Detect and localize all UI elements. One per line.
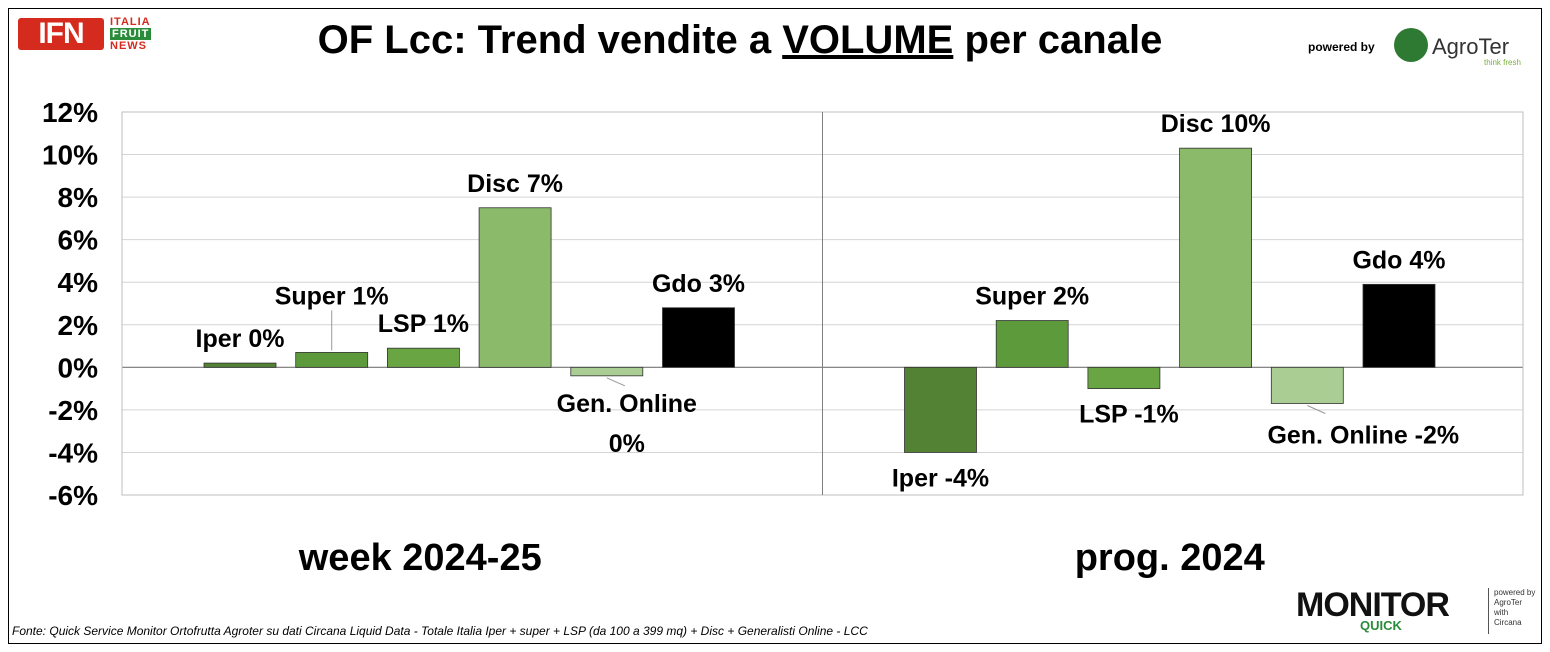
monitor-sub: QUICK — [1360, 618, 1402, 633]
ifn-logo-line3: NEWS — [110, 40, 147, 52]
panel-label: week 2024-25 — [298, 537, 542, 579]
data-label: Gen. Online -2% — [1267, 422, 1459, 450]
label-leader-line — [1307, 405, 1326, 414]
bar-gen-online — [570, 366, 644, 377]
data-label: Super 2% — [975, 283, 1089, 311]
y-tick-label: 0% — [58, 352, 99, 383]
data-label: 0% — [609, 430, 645, 458]
y-tick-label: -6% — [48, 480, 98, 511]
monitor-powered: powered by — [1494, 588, 1536, 597]
bar-iper — [904, 366, 977, 453]
ifn-logo-line1: ITALIA — [110, 16, 151, 28]
y-tick-label: -4% — [48, 437, 98, 468]
monitor-word: MONITOR — [1296, 586, 1450, 624]
y-tick-label: 12% — [42, 97, 98, 128]
data-label: Iper 0% — [196, 325, 285, 353]
data-label: LSP -1% — [1079, 401, 1179, 429]
ifn-logo-side: ITALIA FRUIT NEWS — [110, 16, 152, 52]
ifn-logo-main: IFN — [18, 18, 104, 50]
ifn-logo: IFN ITALIA FRUIT NEWS — [18, 16, 168, 56]
bar-iper — [203, 362, 277, 368]
bar-gdo — [662, 307, 735, 368]
bar-lsp — [1087, 366, 1161, 390]
bar-super — [995, 320, 1069, 368]
bar-disc — [478, 207, 552, 368]
data-label: Iper -4% — [892, 464, 989, 492]
y-tick-label: 4% — [58, 267, 99, 298]
chart-frame — [8, 8, 1542, 644]
y-tick-label: 10% — [42, 140, 98, 171]
tree-icon — [1394, 28, 1428, 62]
y-tick-label: 2% — [58, 310, 99, 341]
data-label: Disc 7% — [467, 170, 563, 198]
title-post: per canale — [953, 18, 1163, 62]
y-tick-label: 6% — [58, 225, 99, 256]
bar-super — [295, 352, 369, 368]
data-label: Gen. Online — [557, 390, 697, 418]
data-label: Super 1% — [275, 282, 389, 310]
data-label: Gdo 4% — [1352, 246, 1445, 274]
monitor-partner: Circana — [1494, 618, 1522, 627]
title-underlined: VOLUME — [782, 18, 954, 62]
panel-label: prog. 2024 — [1075, 537, 1265, 579]
bar-disc — [1179, 147, 1252, 368]
agroter-tagline: think fresh — [1484, 58, 1521, 67]
data-label: Gdo 3% — [652, 270, 745, 298]
data-label: Disc 10% — [1161, 110, 1271, 138]
label-leader-line — [606, 377, 626, 387]
bar-gen-online — [1270, 366, 1344, 404]
monitor-quick-logo: MONITOR QUICK powered by AgroTer with Ci… — [1296, 586, 1536, 638]
monitor-brand: AgroTer — [1494, 598, 1523, 607]
y-tick-label: 8% — [58, 182, 99, 213]
monitor-with: with — [1494, 608, 1509, 617]
bar-gdo — [1362, 283, 1436, 368]
agroter-name: AgroTer — [1432, 34, 1510, 59]
ifn-logo-line2: FRUIT — [110, 28, 152, 40]
bar-lsp — [386, 347, 460, 368]
y-tick-label: -2% — [48, 395, 98, 426]
data-label: LSP 1% — [378, 310, 469, 338]
chart-title: OF Lcc: Trend vendite a VOLUME per canal… — [200, 18, 1280, 63]
monitor-credits: powered by AgroTer with Circana — [1494, 588, 1535, 628]
source-footnote: Fonte: Quick Service Monitor Ortofrutta … — [12, 624, 868, 638]
title-pre: OF Lcc: Trend vendite a — [317, 18, 783, 62]
agroter-logo: AgroTer think fresh — [1394, 26, 1524, 70]
powered-by-label: powered by — [1308, 40, 1375, 54]
logo-divider — [1488, 588, 1489, 634]
